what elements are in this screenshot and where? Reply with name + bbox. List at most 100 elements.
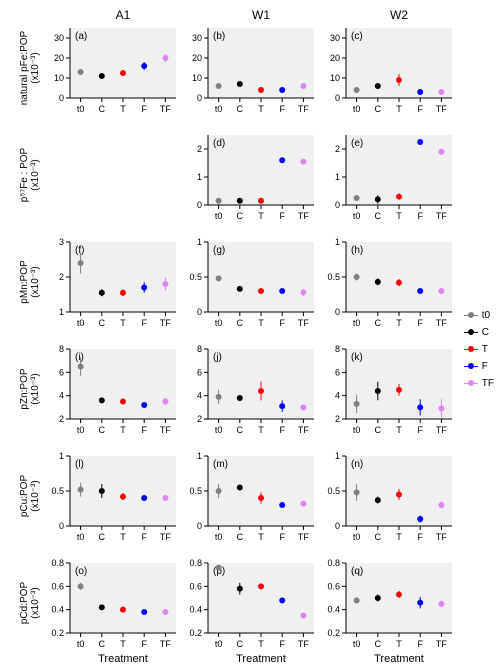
- svg-text:TF: TF: [160, 639, 171, 649]
- data-point: [141, 285, 147, 291]
- data-point: [438, 89, 444, 95]
- svg-text:0.8: 0.8: [51, 558, 64, 568]
- data-point: [162, 399, 168, 405]
- svg-text:F: F: [417, 211, 423, 221]
- svg-text:t0: t0: [353, 104, 361, 114]
- legend-item: T: [464, 344, 494, 355]
- data-point: [354, 597, 360, 603]
- svg-text:TF: TF: [160, 104, 171, 114]
- svg-text:4: 4: [59, 391, 64, 401]
- data-point: [396, 280, 402, 286]
- svg-text:T: T: [120, 104, 126, 114]
- svg-text:20: 20: [192, 53, 202, 63]
- legend-label: TF: [482, 378, 494, 389]
- svg-text:T: T: [258, 425, 264, 435]
- svg-text:F: F: [279, 104, 285, 114]
- svg-text:TF: TF: [436, 532, 447, 542]
- svg-text:0: 0: [335, 521, 340, 531]
- data-point: [279, 403, 285, 409]
- svg-text:t0: t0: [215, 425, 223, 435]
- svg-text:TF: TF: [160, 532, 171, 542]
- chart-panel: (d)012t0CTFTF: [208, 135, 314, 205]
- y-axis-label: pMn:POP (x10⁻³): [19, 242, 41, 322]
- svg-text:F: F: [141, 104, 147, 114]
- data-point: [300, 501, 306, 507]
- data-point: [120, 494, 126, 500]
- data-point: [375, 196, 381, 202]
- svg-text:10: 10: [192, 73, 202, 83]
- svg-text:0.5: 0.5: [327, 272, 340, 282]
- svg-text:C: C: [375, 318, 382, 328]
- svg-text:t0: t0: [215, 639, 223, 649]
- svg-text:T: T: [258, 104, 264, 114]
- chart-panel: (h)00.51t0CTFTF: [346, 242, 452, 312]
- svg-text:1: 1: [59, 451, 64, 461]
- data-point: [78, 69, 84, 75]
- svg-text:0: 0: [197, 521, 202, 531]
- legend-label: t0: [482, 310, 490, 321]
- svg-text:TF: TF: [436, 211, 447, 221]
- data-point: [216, 275, 222, 281]
- svg-text:F: F: [279, 425, 285, 435]
- svg-text:T: T: [120, 639, 126, 649]
- svg-text:TF: TF: [298, 425, 309, 435]
- col-header: A1: [73, 8, 173, 22]
- svg-text:C: C: [99, 532, 106, 542]
- legend: t0CTFTF: [464, 310, 494, 395]
- svg-text:t0: t0: [215, 318, 223, 328]
- data-point: [300, 83, 306, 89]
- svg-text:1: 1: [197, 451, 202, 461]
- data-point: [375, 388, 381, 394]
- data-point: [120, 70, 126, 76]
- data-point: [258, 495, 264, 501]
- data-point: [141, 63, 147, 69]
- svg-text:C: C: [237, 104, 244, 114]
- svg-text:0: 0: [197, 200, 202, 210]
- svg-text:0.6: 0.6: [51, 581, 64, 591]
- svg-text:C: C: [237, 639, 244, 649]
- data-point: [396, 387, 402, 393]
- svg-text:20: 20: [330, 53, 340, 63]
- data-point: [417, 516, 423, 522]
- data-point: [258, 288, 264, 294]
- svg-text:T: T: [396, 211, 402, 221]
- data-point: [279, 502, 285, 508]
- svg-text:F: F: [417, 639, 423, 649]
- svg-text:C: C: [99, 104, 106, 114]
- svg-text:4: 4: [335, 391, 340, 401]
- legend-label: C: [482, 327, 489, 338]
- svg-text:TF: TF: [436, 104, 447, 114]
- data-point: [216, 83, 222, 89]
- chart-panel: (f)123t0CTFTF: [70, 242, 176, 312]
- data-point: [78, 260, 84, 266]
- svg-text:0: 0: [197, 93, 202, 103]
- svg-text:6: 6: [197, 367, 202, 377]
- chart-panel: (j)2468t0CTFTF: [208, 349, 314, 419]
- data-point: [99, 73, 105, 79]
- data-point: [396, 592, 402, 598]
- data-point: [258, 87, 264, 93]
- svg-text:0.4: 0.4: [327, 605, 340, 615]
- data-point: [300, 289, 306, 295]
- svg-text:T: T: [396, 425, 402, 435]
- svg-text:1: 1: [197, 172, 202, 182]
- svg-text:0.4: 0.4: [189, 605, 202, 615]
- svg-text:0: 0: [335, 93, 340, 103]
- data-point: [417, 139, 423, 145]
- y-axis-label: pCu:POP (x10⁻³): [19, 456, 41, 536]
- data-point: [417, 288, 423, 294]
- data-point: [216, 198, 222, 204]
- chart-panel: (g)00.51t0CTFTF: [208, 242, 314, 312]
- svg-text:20: 20: [54, 53, 64, 63]
- data-point: [375, 595, 381, 601]
- data-point: [120, 290, 126, 296]
- svg-text:T: T: [258, 639, 264, 649]
- svg-text:30: 30: [54, 33, 64, 43]
- svg-text:6: 6: [335, 367, 340, 377]
- x-axis-label: Treatment: [73, 653, 173, 665]
- data-point: [141, 609, 147, 615]
- svg-text:F: F: [417, 425, 423, 435]
- svg-text:TF: TF: [160, 318, 171, 328]
- svg-text:C: C: [237, 532, 244, 542]
- y-axis-label: natural pFe:POP (x10⁻³): [19, 28, 41, 108]
